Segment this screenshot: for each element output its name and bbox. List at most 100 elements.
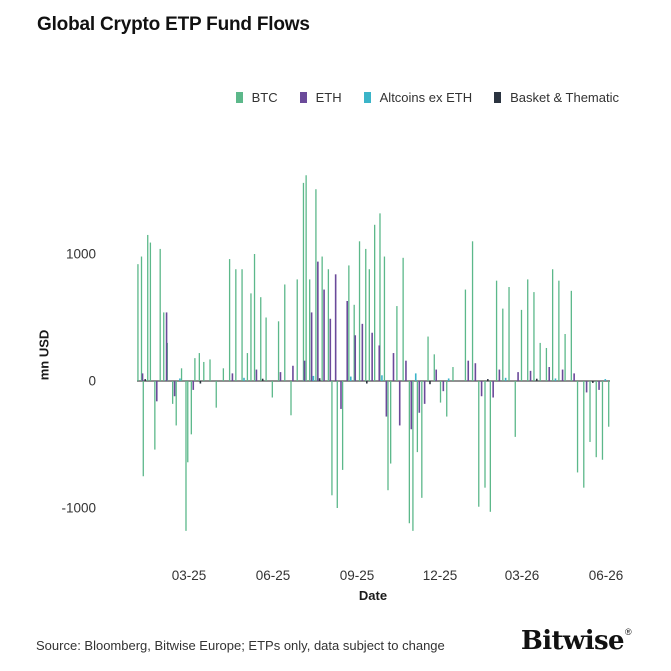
bar — [321, 256, 323, 381]
bar — [163, 312, 165, 381]
bar — [312, 375, 315, 381]
bar — [504, 377, 507, 381]
bar — [414, 373, 417, 381]
bar — [484, 381, 486, 488]
y-axis-label: mn USD — [36, 329, 52, 381]
legend-swatch-btc — [235, 92, 243, 103]
bar — [348, 265, 350, 381]
bar — [412, 381, 414, 531]
bar — [545, 347, 548, 381]
legend-label-btc: BTC — [251, 90, 278, 105]
bar — [203, 361, 205, 381]
bar — [346, 300, 349, 381]
y-tick-label: 0 — [88, 373, 96, 389]
bar — [371, 332, 373, 381]
series-eth — [141, 261, 600, 430]
bar — [310, 312, 313, 381]
bar — [142, 381, 144, 477]
bar — [318, 378, 321, 381]
bar — [374, 224, 376, 381]
bar — [235, 269, 237, 381]
bar — [423, 381, 426, 404]
bar — [231, 373, 234, 381]
series-altcoins-ex-eth — [179, 373, 607, 381]
legend-swatch-eth — [299, 92, 307, 103]
bar — [329, 318, 332, 381]
bar — [502, 308, 504, 381]
bar — [253, 254, 256, 381]
bar — [527, 279, 529, 381]
bar — [478, 381, 480, 507]
brand-logo: Bitwise® — [520, 626, 632, 656]
bar — [595, 381, 597, 458]
bar — [589, 381, 591, 442]
bar — [336, 381, 338, 508]
legend-item-basket: Basket & Thematic — [494, 90, 619, 105]
bar — [222, 368, 225, 381]
bar — [398, 381, 401, 426]
bar — [175, 381, 177, 426]
bar — [492, 381, 494, 398]
bar — [140, 256, 143, 381]
legend-label-altcoins: Altcoins ex ETH — [379, 90, 473, 105]
legend-item-eth: ETH — [299, 90, 342, 105]
bar — [215, 381, 217, 408]
bar — [228, 259, 231, 381]
bar — [576, 381, 579, 473]
bar — [601, 381, 604, 460]
bar — [520, 309, 523, 381]
bar — [433, 354, 435, 381]
brand-name: Bitwise — [520, 626, 625, 656]
bar — [570, 290, 572, 381]
bar — [383, 256, 386, 381]
brand-mark: ® — [624, 627, 632, 637]
bar — [604, 379, 607, 381]
bar — [277, 321, 280, 381]
bar — [315, 189, 317, 381]
bar — [551, 269, 554, 381]
bar — [508, 287, 510, 381]
bar — [292, 365, 294, 381]
legend-label-eth: ETH — [315, 90, 342, 105]
legend-item-btc: BTC — [235, 90, 278, 105]
x-tick-label: 03-26 — [504, 568, 540, 583]
bar — [354, 335, 357, 381]
bar — [137, 264, 139, 381]
legend-swatch-altcoins — [363, 92, 371, 103]
bar — [435, 369, 438, 381]
bar — [585, 381, 588, 393]
bar — [402, 257, 404, 381]
bar — [378, 345, 381, 381]
bar — [279, 372, 282, 381]
bar — [241, 269, 243, 381]
series-btc — [137, 175, 610, 531]
bar — [447, 378, 450, 381]
bar — [467, 360, 470, 381]
bar — [379, 213, 381, 381]
bar — [198, 353, 200, 381]
bar — [154, 381, 156, 450]
series-basket-thematic — [144, 378, 594, 385]
bar — [192, 381, 195, 390]
bar — [392, 353, 395, 381]
bar — [368, 269, 370, 381]
bar — [271, 381, 273, 398]
bar — [302, 182, 305, 381]
bar — [533, 292, 535, 381]
bar — [416, 381, 419, 453]
chart-title: Global Crypto ETP Fund Flows — [37, 14, 310, 35]
bar — [305, 175, 307, 381]
bar — [427, 336, 429, 381]
bar — [592, 381, 594, 383]
bar — [361, 323, 364, 381]
bar — [535, 378, 538, 381]
bar — [185, 381, 187, 531]
bar — [608, 381, 610, 427]
bar — [180, 368, 183, 381]
bar — [284, 284, 286, 381]
source-note: Source: Bloomberg, Bitwise Europe; ETPs … — [36, 638, 445, 653]
bar — [353, 304, 355, 381]
bar — [209, 359, 211, 381]
